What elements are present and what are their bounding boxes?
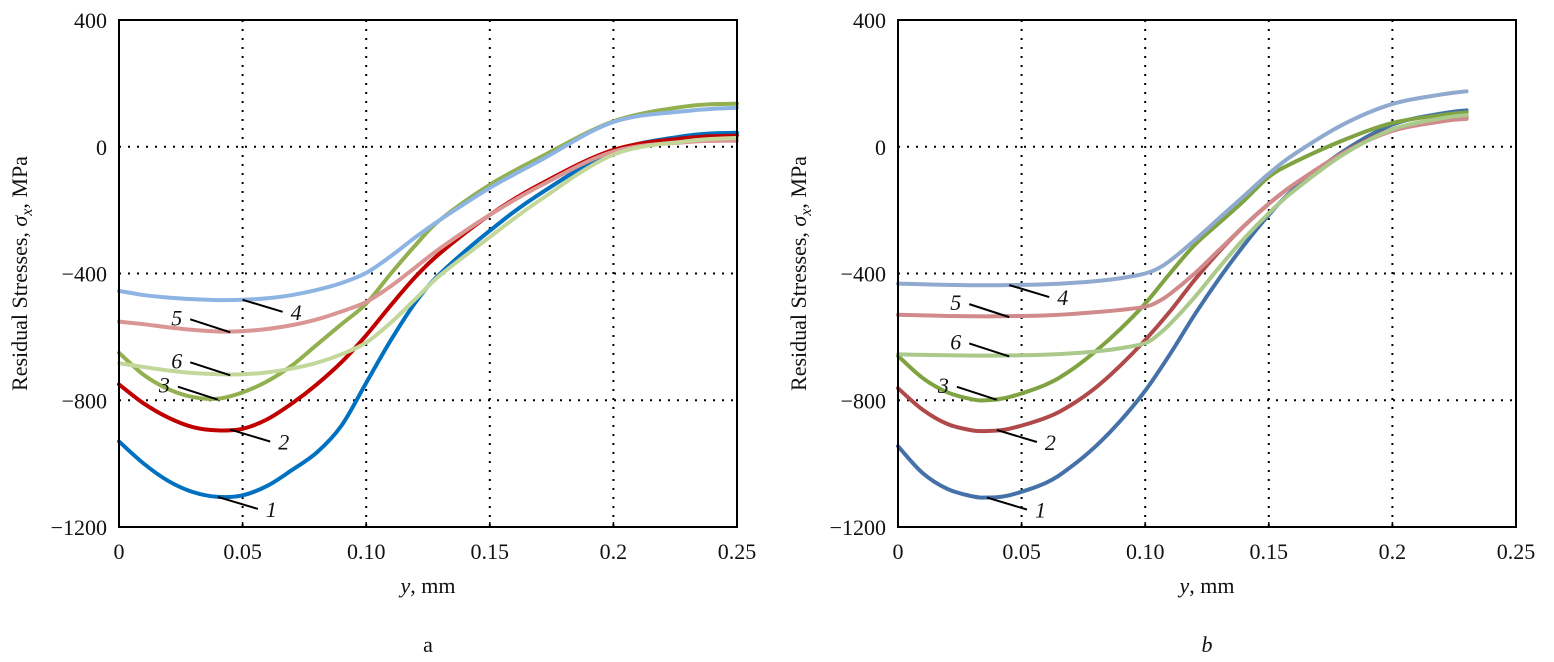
y-tick-label: −400 xyxy=(62,262,107,287)
curve-label-1: 1 xyxy=(266,497,277,522)
x-tick-label: 0.25 xyxy=(1497,539,1536,564)
leader-line-2 xyxy=(229,428,271,443)
x-tick-label: 0 xyxy=(893,539,904,564)
chart-panel-a: 1 2 3 4 5 6 0 0.05 0.10 0.15 0.2 0.25 400 0 −400 −800… xyxy=(7,8,756,657)
leader-line-3 xyxy=(956,385,998,401)
series-line-2 xyxy=(117,133,739,433)
x-tick-label: 0 xyxy=(114,539,125,564)
y-axis-label-a: Residual Stresses, σx, MPa xyxy=(7,156,36,391)
grid-a xyxy=(119,20,737,527)
series-line-4 xyxy=(896,89,1469,288)
y-ticks-a: 400 0 −400 −800 −1200 xyxy=(51,8,107,540)
curve-label-6: 6 xyxy=(171,348,182,373)
series-line-1 xyxy=(896,108,1469,500)
leader-line-5 xyxy=(968,303,1010,319)
leader-line-3 xyxy=(177,385,219,401)
curve-label-5: 5 xyxy=(171,305,182,330)
x-tick-label: 0.10 xyxy=(347,539,386,564)
curve-labels-b: 1 2 3 4 5 6 xyxy=(937,284,1068,523)
y-tick-label: −800 xyxy=(62,388,107,413)
leader-line-1 xyxy=(986,496,1028,511)
y-tick-label: 0 xyxy=(96,135,107,160)
curve-label-5: 5 xyxy=(950,290,961,315)
leader-line-2 xyxy=(996,429,1038,443)
curve-label-3: 3 xyxy=(937,373,949,398)
y-tick-label: 0 xyxy=(875,135,886,160)
x-tick-label: 0.10 xyxy=(1126,539,1165,564)
leader-line-6 xyxy=(189,361,231,377)
x-tick-label: 0.05 xyxy=(223,539,262,564)
x-tick-label: 0.25 xyxy=(718,539,757,564)
x-axis-label-b: y, mm xyxy=(1178,573,1235,598)
x-tick-label: 0.15 xyxy=(471,539,510,564)
curve-label-6: 6 xyxy=(950,329,961,354)
plot-frame-b xyxy=(897,19,1517,528)
panel-label-a: a xyxy=(423,632,433,657)
y-axis-label-b: Residual Stresses, σx, MPa xyxy=(786,156,815,391)
curves-b xyxy=(896,89,1469,500)
y-tick-label: −800 xyxy=(841,388,886,413)
chart-panel-b: 1 2 3 4 5 6 0 0.05 0.10 0.15 0.2 0.25 400 0 −400 −800… xyxy=(786,8,1535,657)
x-tick-label: 0.2 xyxy=(600,539,628,564)
leader-line-5 xyxy=(189,318,231,334)
x-ticks-b: 0 0.05 0.10 0.15 0.2 0.25 xyxy=(893,522,1536,564)
x-tick-label: 0.05 xyxy=(1002,539,1041,564)
y-tick-label: −1200 xyxy=(830,515,886,540)
y-tick-label: −1200 xyxy=(51,515,107,540)
curve-label-4: 4 xyxy=(291,300,302,325)
series-line-6 xyxy=(117,135,739,377)
curve-label-3: 3 xyxy=(158,373,170,398)
series-line-5 xyxy=(117,138,739,334)
leader-line-4 xyxy=(1008,284,1050,299)
curves-a xyxy=(117,101,739,500)
curve-label-2: 2 xyxy=(278,430,289,455)
series-line-3 xyxy=(117,101,739,401)
series-line-6 xyxy=(896,113,1469,358)
y-tick-label: 400 xyxy=(853,8,886,33)
plot-frame-a xyxy=(118,19,738,528)
panel-label-b: b xyxy=(1202,632,1213,657)
y-tick-label: −400 xyxy=(841,262,886,287)
x-ticks-a: 0 0.05 0.10 0.15 0.2 0.25 xyxy=(114,522,757,564)
y-tick-label: 400 xyxy=(74,8,107,33)
x-tick-label: 0.15 xyxy=(1250,539,1289,564)
series-line-4 xyxy=(117,105,739,303)
curve-labels-a: 1 2 3 4 5 6 xyxy=(158,298,302,522)
curve-label-4: 4 xyxy=(1057,285,1068,310)
leader-line-4 xyxy=(242,298,283,313)
curve-label-2: 2 xyxy=(1045,430,1056,455)
x-axis-label-a: y, mm xyxy=(399,573,456,598)
series-line-5 xyxy=(896,116,1469,319)
series-line-1 xyxy=(117,130,739,500)
series-line-3 xyxy=(896,110,1469,403)
leader-line-6 xyxy=(968,342,1010,358)
curve-label-1: 1 xyxy=(1035,498,1046,523)
series-line-2 xyxy=(896,115,1469,434)
x-tick-label: 0.2 xyxy=(1379,539,1407,564)
leader-line-1 xyxy=(217,495,259,510)
y-ticks-b: 400 0 −400 −800 −1200 xyxy=(830,8,886,540)
